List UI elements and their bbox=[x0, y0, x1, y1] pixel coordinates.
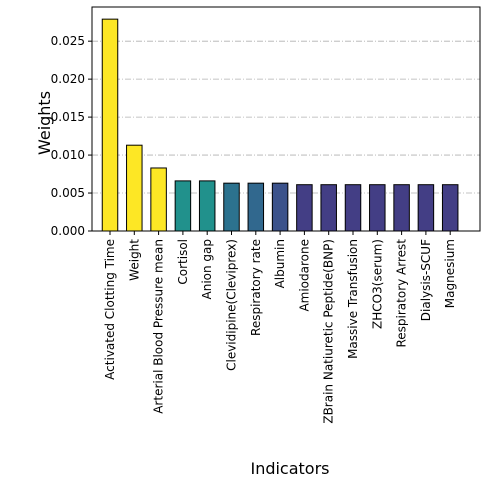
x-axis-ticks: Activated Clotting Time Weight Arterial Bl… bbox=[103, 231, 457, 424]
x-tick-label: Activated Clotting Time bbox=[103, 239, 117, 380]
bar bbox=[174, 180, 192, 232]
x-tick-label: Dialysis-SCUF bbox=[419, 239, 433, 321]
x-tick-label: Weight bbox=[127, 239, 141, 281]
y-axis-label: Weights bbox=[35, 91, 54, 155]
bar bbox=[198, 180, 216, 232]
bar bbox=[150, 167, 167, 232]
x-tick-label: Respiratory Arrest bbox=[395, 239, 409, 348]
bar bbox=[247, 182, 265, 232]
x-tick-label: Arterial Blood Pressure mean bbox=[152, 239, 166, 414]
x-tick-label: Amiodarone bbox=[297, 239, 311, 312]
x-tick-label: Anion gap bbox=[200, 239, 214, 300]
bars bbox=[101, 18, 459, 232]
x-axis-label: Indicators bbox=[250, 459, 329, 478]
x-tick-label: Massive Transfusion bbox=[346, 239, 360, 359]
x-tick-label: Magnesium bbox=[443, 239, 457, 308]
y-tick-label: 0.020 bbox=[51, 72, 85, 86]
y-tick-label: 0.000 bbox=[51, 224, 85, 238]
bar bbox=[441, 184, 459, 232]
bar bbox=[393, 184, 410, 232]
bar bbox=[126, 144, 143, 232]
bar bbox=[296, 184, 313, 232]
y-axis-ticks: 0.000 0.005 0.010 0.015 0.020 0.025 bbox=[51, 34, 92, 238]
bar bbox=[271, 182, 289, 232]
y-tick-label: 0.005 bbox=[51, 186, 85, 200]
bar bbox=[344, 184, 362, 232]
x-tick-label: Clevidipine(Cleviprex) bbox=[225, 239, 239, 371]
bar bbox=[320, 184, 337, 232]
x-tick-label: Cortisol bbox=[176, 239, 190, 285]
grid-lines bbox=[92, 40, 480, 194]
x-tick-label: Albumin bbox=[273, 239, 287, 288]
y-tick-label: 0.025 bbox=[51, 34, 85, 48]
y-tick-label: 0.010 bbox=[51, 148, 85, 162]
x-tick-label: ZHCO3(serum) bbox=[370, 239, 384, 329]
x-tick-label: ZBrain Natiuretic Peptide(BNP) bbox=[322, 239, 336, 424]
bar bbox=[417, 184, 435, 232]
x-tick-label: Respiratory rate bbox=[249, 239, 263, 336]
y-tick-label: 0.015 bbox=[51, 110, 85, 124]
plot-frame bbox=[91, 6, 481, 232]
bar bbox=[101, 18, 119, 232]
bar bbox=[223, 182, 240, 232]
bar bbox=[369, 184, 386, 232]
